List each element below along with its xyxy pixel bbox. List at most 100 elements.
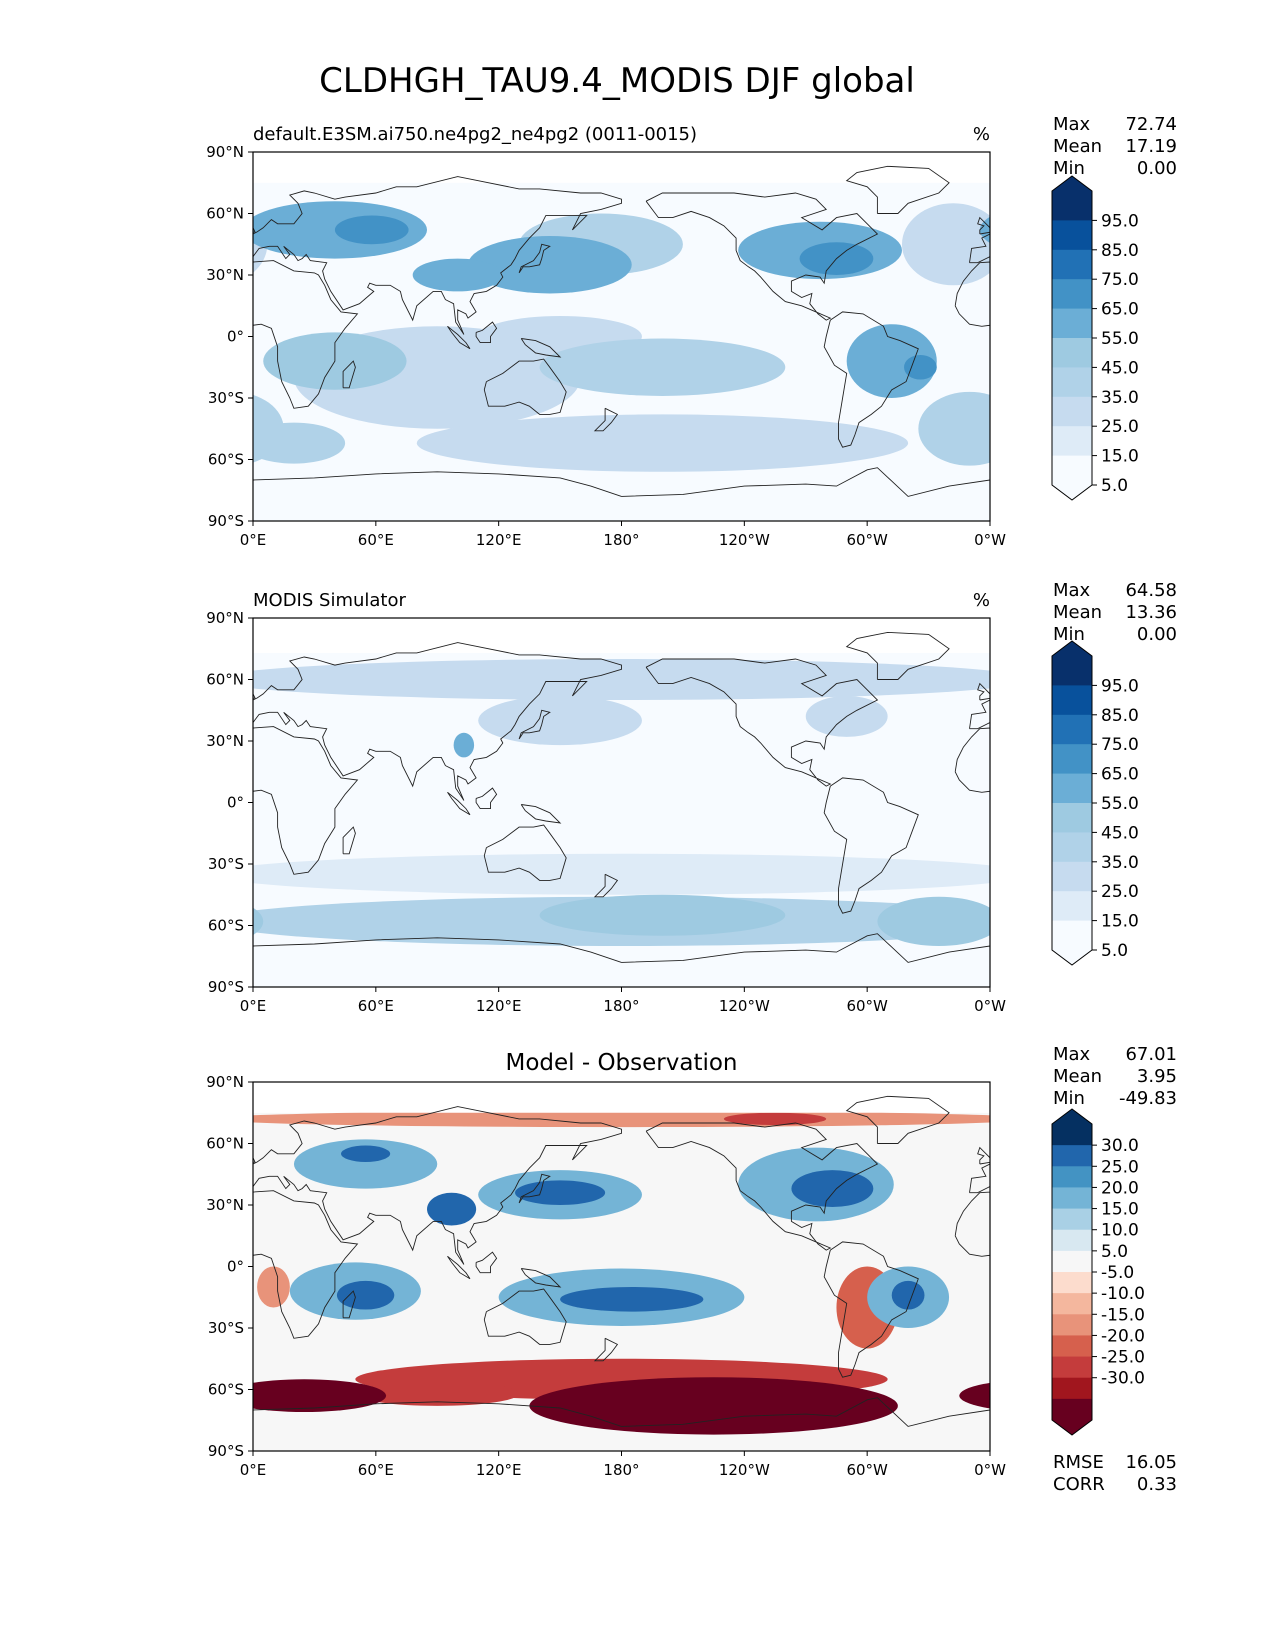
- data-cell: [0, 414, 171, 471]
- data-cell: [979, 216, 990, 244]
- y-tick-label: 30°S: [208, 855, 244, 873]
- colorbar-swatch: [1052, 1208, 1092, 1231]
- data-field: [0, 1082, 1275, 1451]
- data-cell: [0, 1269, 7, 1326]
- data-cell: [1256, 214, 1275, 276]
- data-cell: [99, 1267, 160, 1349]
- stat-label: RMSE: [1053, 1452, 1104, 1473]
- stat-value: 0.33: [1137, 1474, 1177, 1495]
- y-tick-label: 60°N: [206, 671, 244, 689]
- colorbar-extend-top: [1052, 176, 1092, 191]
- x-tick-label: 120°E: [476, 997, 522, 1015]
- colorbar-label: 65.0: [1101, 765, 1139, 785]
- coastline: [0, 193, 140, 320]
- colorbar-label: 95.0: [1101, 676, 1139, 696]
- data-cell: [110, 324, 200, 398]
- x-tick-label: 0°W: [974, 1461, 1006, 1479]
- coastline: [110, 1096, 212, 1143]
- stat-label: Min: [1053, 158, 1085, 179]
- stat-label: Mean: [1053, 1066, 1102, 1087]
- map-panel: 0°E 60°E 120°E 180° 120°W 60°W 0°W 90°N 60°N 30°N…: [0, 580, 1275, 1015]
- coastline: [253, 1190, 359, 1339]
- map-panel: 0°E 60°E 120°E 180° 120°W 60°W 0°W 90°N 60°N 30°N…: [0, 1044, 1275, 1495]
- data-cell: [949, 1115, 990, 1123]
- y-tick-label: 60°S: [208, 451, 244, 469]
- data-cell: [253, 1379, 387, 1413]
- colorbar-label: -15.0: [1101, 1305, 1145, 1325]
- colorbar-swatch: [1052, 367, 1092, 398]
- coastline: [0, 659, 140, 786]
- x-tick-label: 120°W: [719, 997, 770, 1015]
- coastline: [253, 176, 622, 335]
- data-cell: [412, 258, 503, 292]
- data-cell: [529, 1377, 898, 1435]
- colorbar-label: 25.0: [1101, 1157, 1139, 1177]
- colorbar-label: 75.0: [1101, 270, 1139, 290]
- colorbar-label: -20.0: [1101, 1326, 1145, 1346]
- data-cell: [69, 696, 151, 737]
- data-cell: [560, 1287, 704, 1312]
- data-cell: [253, 853, 990, 895]
- colorbar-label: 95.0: [1101, 211, 1139, 231]
- y-tick-label: 90°N: [206, 1073, 244, 1091]
- colorbar-swatch: [1052, 338, 1092, 368]
- colorbar-swatch: [1052, 249, 1092, 280]
- colorbar-label: -30.0: [1101, 1369, 1145, 1389]
- stat-label: Max: [1053, 580, 1091, 601]
- colorbar-swatch: [1052, 1314, 1092, 1336]
- colorbar-label: 25.0: [1101, 882, 1139, 902]
- data-cell: [1266, 1377, 1275, 1434]
- y-tick-label: 0°: [227, 1258, 244, 1276]
- coastline: [593, 407, 619, 432]
- coastline: [253, 726, 359, 875]
- colorbar-label: 5.0: [1101, 476, 1128, 496]
- panel-title-left: MODIS Simulator: [253, 590, 406, 611]
- coastline: [1185, 792, 1208, 815]
- coastline: [1256, 710, 1275, 739]
- colorbar-extend-bottom: [1052, 950, 1092, 965]
- no-data-region: [253, 618, 990, 653]
- stat-value: 72.74: [1125, 114, 1177, 135]
- x-tick-label: 0°E: [240, 531, 267, 549]
- stat-label: Mean: [1053, 602, 1102, 623]
- stat-value: 16.05: [1125, 1452, 1177, 1473]
- no-data-region: [253, 1082, 990, 1113]
- coastline: [253, 1157, 256, 1163]
- coastline: [253, 693, 256, 699]
- coastline: [253, 1401, 622, 1427]
- data-cell: [1, 222, 165, 279]
- data-cell: [54, 1170, 136, 1207]
- map-panel: 0°E 60°E 120°E 180° 120°W 60°W 0°W 90°N 60°N 30°N…: [0, 114, 1275, 549]
- data-cell: [1215, 696, 1275, 745]
- colorbar-swatch: [1052, 744, 1092, 775]
- coastlines: [110, 1095, 1208, 1427]
- data-cell: [1236, 1269, 1275, 1326]
- colorbar-swatch: [1052, 1124, 1092, 1146]
- colorbar-label: 35.0: [1101, 388, 1139, 408]
- data-cell: [253, 1110, 990, 1128]
- x-tick-label: 60°W: [846, 531, 888, 549]
- y-tick-label: 60°N: [206, 205, 244, 223]
- x-tick-label: 0°W: [974, 531, 1006, 549]
- y-tick-label: 30°N: [206, 732, 244, 750]
- data-cell: [539, 894, 786, 936]
- colorbar-swatch: [1052, 920, 1092, 951]
- y-tick-label: 90°N: [206, 609, 244, 627]
- colorbar-extend-bottom: [1052, 485, 1092, 500]
- colorbar-label: -25.0: [1101, 1348, 1145, 1368]
- x-tick-label: 180°: [603, 1461, 639, 1479]
- data-cell: [341, 1145, 391, 1162]
- data-cell: [791, 1170, 874, 1208]
- colorbar-extend-bottom: [1052, 1420, 1092, 1435]
- stat-value: 3.95: [1137, 1066, 1177, 1087]
- coastline: [977, 1146, 990, 1165]
- stat-label: Mean: [1053, 136, 1102, 157]
- coastline: [1185, 1256, 1208, 1279]
- data-cell: [0, 1113, 89, 1125]
- data-cell: [0, 895, 48, 936]
- colorbar-swatch: [1052, 803, 1092, 833]
- data-cell: [155, 1281, 188, 1310]
- data-cell: [130, 1267, 212, 1329]
- coastline: [253, 937, 622, 963]
- colorbar-label: 15.0: [1101, 447, 1139, 467]
